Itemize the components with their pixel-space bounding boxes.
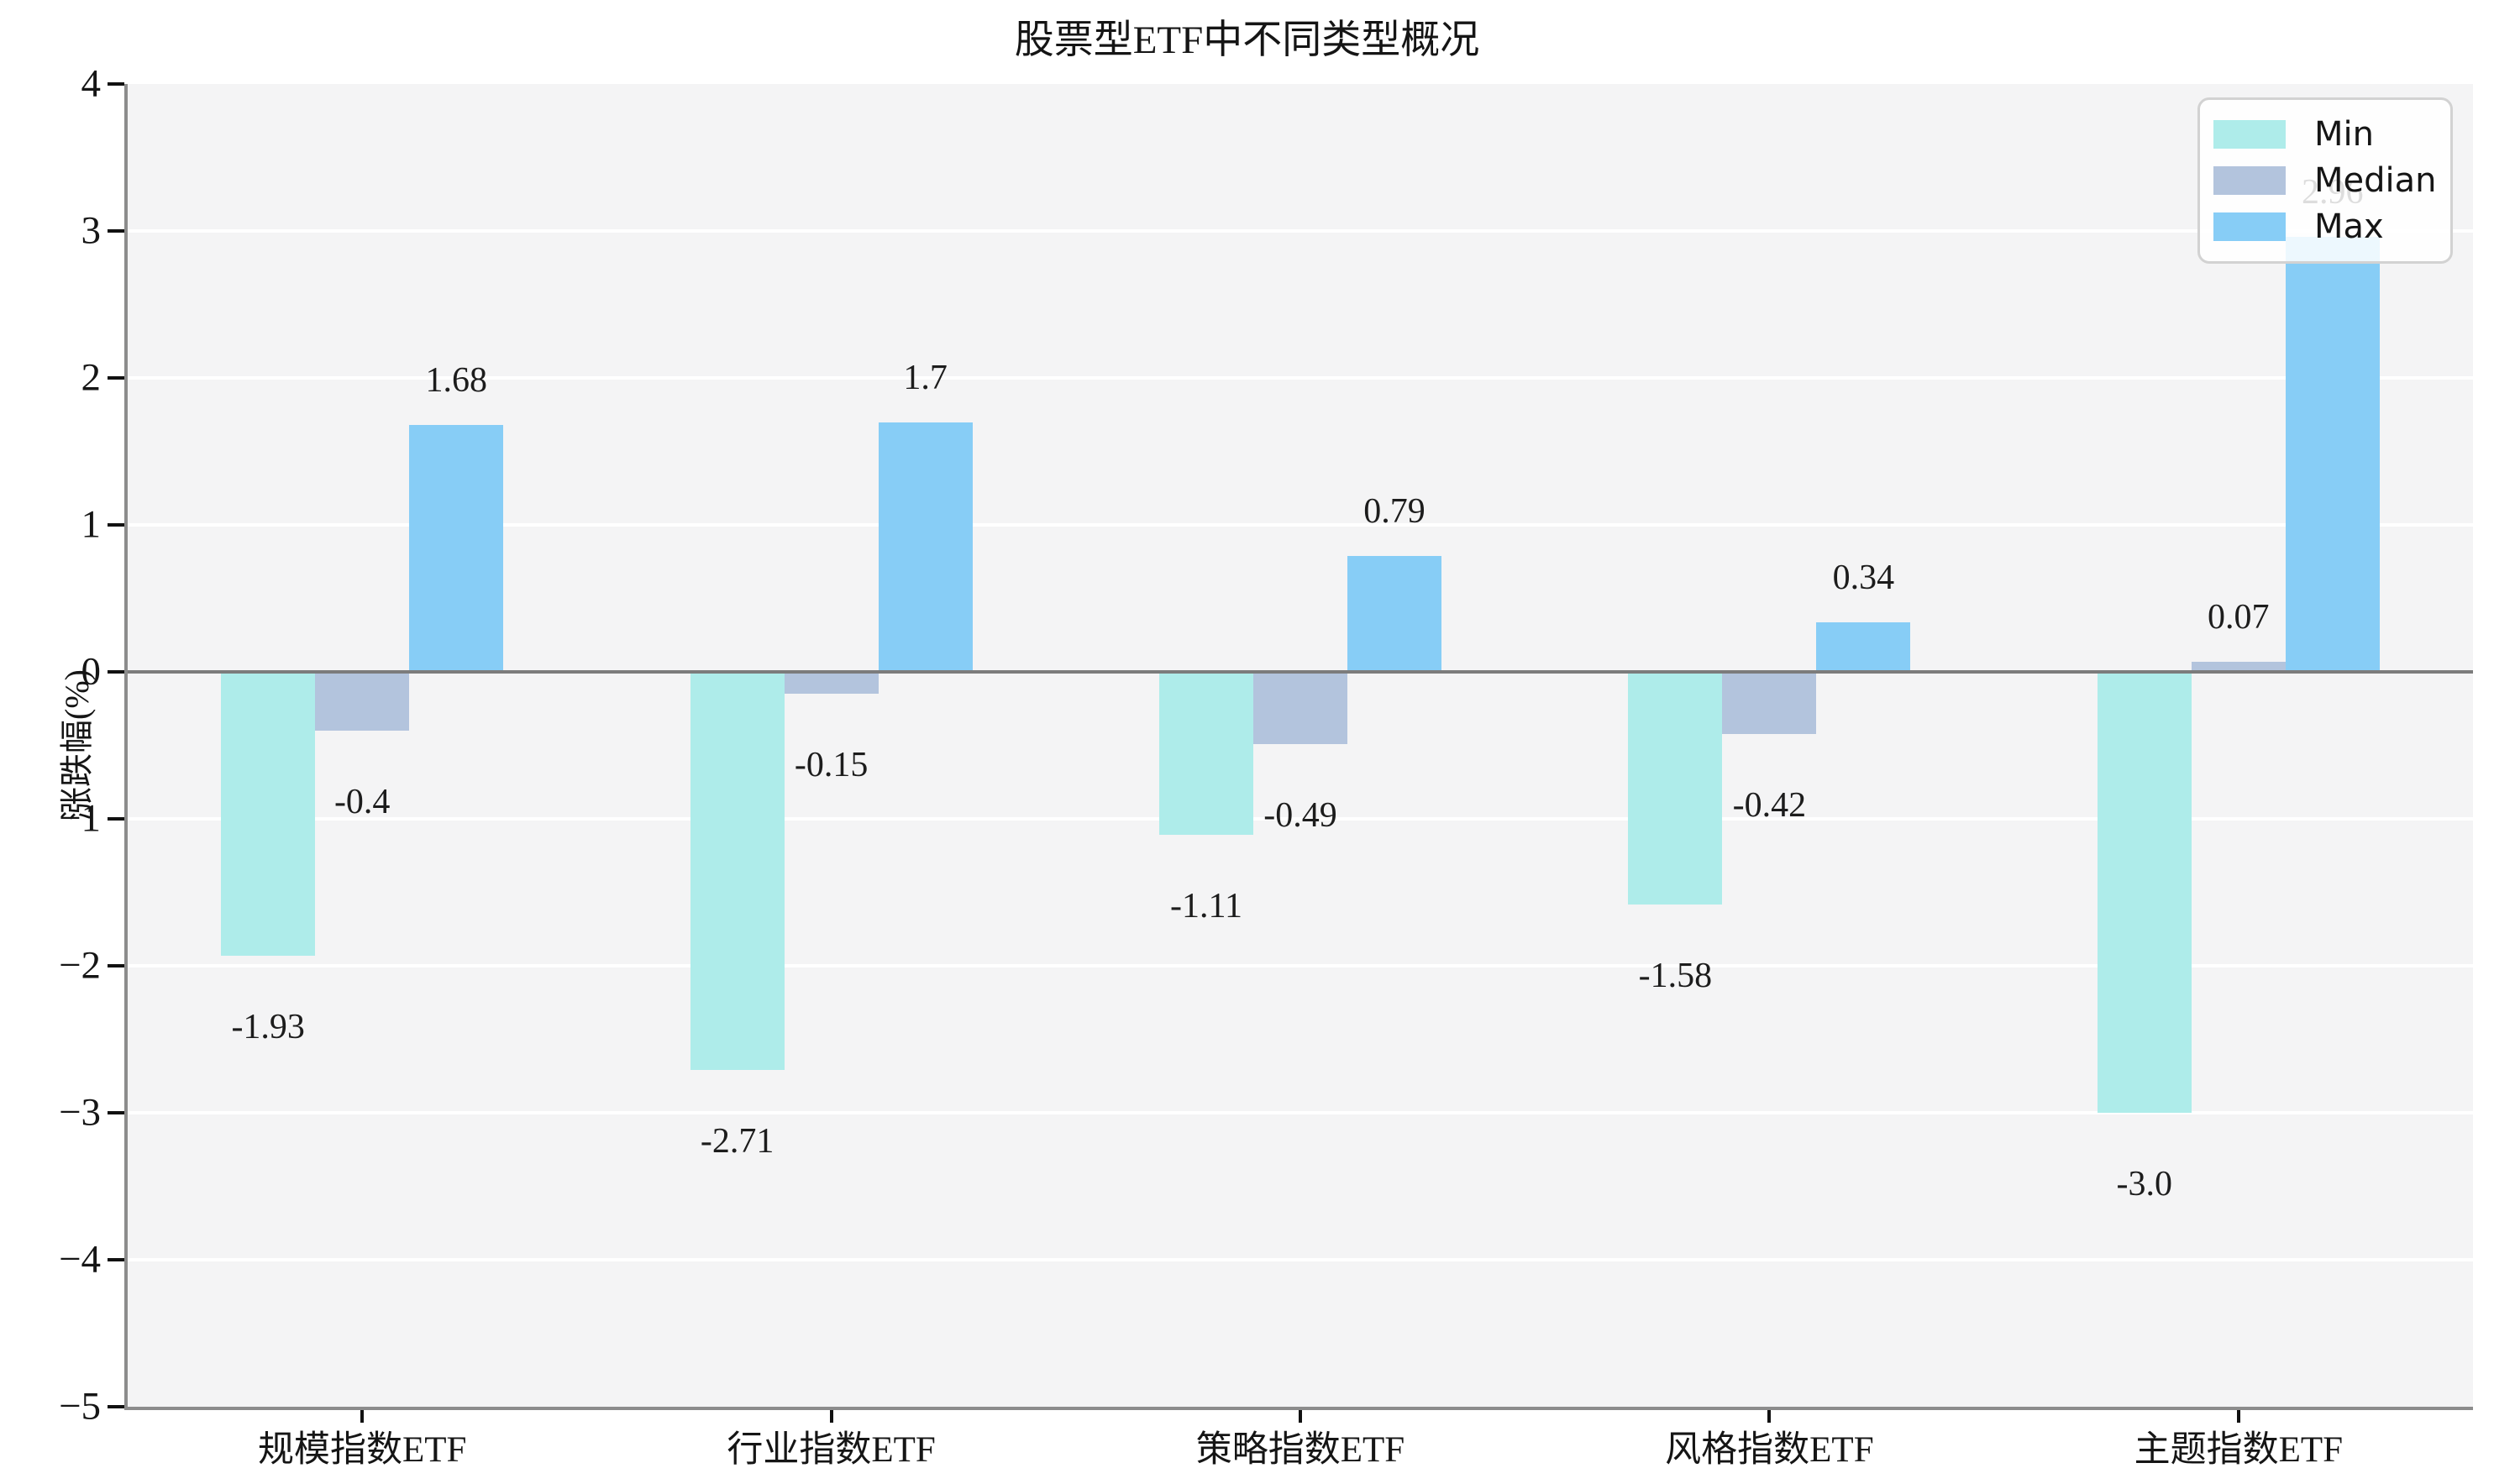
legend-item-median: Median — [2213, 164, 2450, 197]
value-label-max-4: 0.34 — [1832, 558, 1895, 597]
y-tick-label-1: 1 — [81, 502, 102, 547]
x-tick-label-1: 规模指数ETF — [257, 1430, 467, 1470]
bar-median-3 — [1253, 672, 1347, 744]
value-label-min-2: -2.71 — [700, 1122, 774, 1162]
gridline-y-3 — [128, 229, 2473, 233]
bar-max-4 — [1816, 621, 1911, 672]
value-label-median-5: 0.07 — [2208, 597, 2270, 637]
x-tick-label-5: 主题指数ETF — [2134, 1430, 2344, 1470]
gridline-y-1 — [128, 523, 2473, 527]
bar-min-4 — [1628, 672, 1723, 905]
x-tick-5 — [2236, 1410, 2240, 1423]
y-tick-label-2: 2 — [81, 355, 102, 400]
x-tick-label-4: 风格指数ETF — [1665, 1430, 1874, 1470]
x-tick-label-2: 行业指数ETF — [727, 1430, 936, 1470]
bar-min-2 — [690, 672, 785, 1071]
y-tick-−2 — [108, 964, 124, 967]
value-label-median-4: -0.42 — [1732, 785, 1807, 825]
bar-max-3 — [1347, 555, 1441, 672]
gridline-y-−2 — [128, 964, 2473, 967]
bar-median-2 — [784, 672, 879, 695]
y-tick-4 — [108, 82, 124, 86]
legend: Min Median Max — [2197, 97, 2453, 264]
legend-label-max: Max — [2314, 207, 2384, 246]
gridline-y-−3 — [128, 1111, 2473, 1114]
y-tick-3 — [108, 229, 124, 233]
legend-swatch-median — [2213, 166, 2286, 195]
y-tick-−3 — [108, 1111, 124, 1114]
value-label-median-3: -0.49 — [1263, 795, 1337, 835]
value-label-median-1: -0.4 — [333, 783, 391, 821]
plot-area: -1.93 -2.71 -1.11 -1.58 -3.0 -0.4 -0.15 -0.49 -0… — [128, 84, 2473, 1407]
gridline-y-2 — [128, 376, 2473, 380]
value-label-median-2: -0.15 — [794, 746, 869, 785]
gridline-y-−4 — [128, 1258, 2473, 1261]
y-axis-spine — [124, 84, 128, 1410]
value-label-min-3: -1.11 — [1170, 887, 1242, 926]
legend-item-min: Min — [2213, 118, 2450, 151]
bar-max-2 — [878, 422, 973, 672]
legend-swatch-min — [2213, 120, 2286, 149]
y-tick-label-−1: −1 — [58, 796, 101, 841]
legend-swatch-max — [2213, 212, 2286, 241]
bar-min-3 — [1159, 672, 1253, 836]
y-tick-−4 — [108, 1258, 124, 1261]
legend-label-min: Min — [2314, 115, 2374, 154]
x-tick-1 — [360, 1410, 365, 1423]
chart-title: 股票型ETF中不同类型概况 — [1014, 18, 1480, 62]
value-label-min-4: -1.58 — [1638, 956, 1713, 995]
value-label-max-1: 1.68 — [425, 361, 487, 400]
y-tick-0 — [108, 670, 124, 674]
bar-median-5 — [2191, 661, 2286, 672]
y-tick-label-3: 3 — [81, 208, 102, 253]
y-tick-label-−4: −4 — [58, 1237, 101, 1282]
y-tick-label-−5: −5 — [58, 1384, 101, 1429]
x-tick-4 — [1767, 1410, 1772, 1423]
value-label-max-2: 1.7 — [903, 358, 948, 397]
bar-median-1 — [315, 672, 410, 731]
value-label-max-3: 0.79 — [1363, 491, 1426, 531]
zero-line — [128, 670, 2473, 674]
y-tick-label-−2: −2 — [58, 943, 101, 988]
y-tick-−1 — [108, 817, 124, 821]
legend-label-median: Median — [2314, 161, 2437, 200]
y-tick-label-−3: −3 — [58, 1090, 101, 1135]
y-tick-−5 — [108, 1405, 124, 1408]
legend-item-max: Max — [2213, 210, 2450, 244]
x-tick-3 — [1299, 1410, 1302, 1423]
y-tick-label-0: 0 — [81, 649, 102, 694]
bar-min-5 — [2097, 672, 2192, 1113]
x-axis-spine — [124, 1407, 2473, 1410]
gridline-y-−1 — [128, 817, 2473, 821]
bar-min-1 — [221, 672, 316, 956]
value-label-min-5: -3.0 — [2116, 1165, 2173, 1203]
value-label-min-1: -1.93 — [231, 1007, 305, 1046]
bar-median-4 — [1722, 672, 1817, 734]
x-tick-label-3: 策略指数ETF — [1195, 1430, 1405, 1470]
bar-max-5 — [2285, 237, 2380, 672]
y-tick-2 — [108, 376, 124, 380]
y-tick-1 — [108, 523, 124, 527]
bar-max-1 — [409, 425, 504, 672]
y-tick-label-4: 4 — [81, 61, 102, 106]
x-tick-2 — [829, 1410, 833, 1423]
